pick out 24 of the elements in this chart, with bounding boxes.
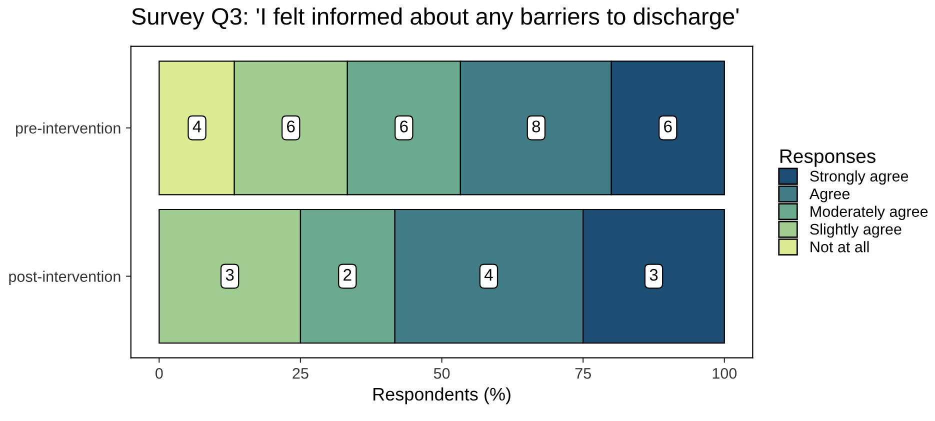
annotation: 3 [650,268,658,281]
legend-label: Slightly agree [810,223,902,238]
chart-title: Survey Q3: 'I felt informed about any barriers to discharge' [132,7,738,30]
legend-label: Agree [809,188,850,202]
legend-label: Not at all [810,241,869,252]
annotation: 2 [344,268,352,281]
annotation: 4 [484,269,493,281]
x-tick-label: 25 [292,368,308,379]
x-tick-label: 0 [156,368,163,379]
annotation: 8 [532,120,540,132]
annotation: 6 [400,120,408,132]
legend-label: Strongly agree [810,170,908,185]
x-tick-label: 50 [434,368,450,379]
x-tick-label: 75 [575,368,591,379]
x-axis-title: Respondents (%) [374,387,510,404]
x-tick-label: 100 [712,368,737,379]
annotation: 4 [192,120,202,132]
annotation: 3 [226,268,234,281]
y-tick-label: pre-intervention [16,122,120,137]
y-tick-label: post-intervention [9,270,120,285]
annotation: 6 [664,120,672,132]
annotation: 6 [287,120,295,132]
legend-title: Responses [780,150,876,167]
legend-label: Moderately agree [810,206,928,220]
